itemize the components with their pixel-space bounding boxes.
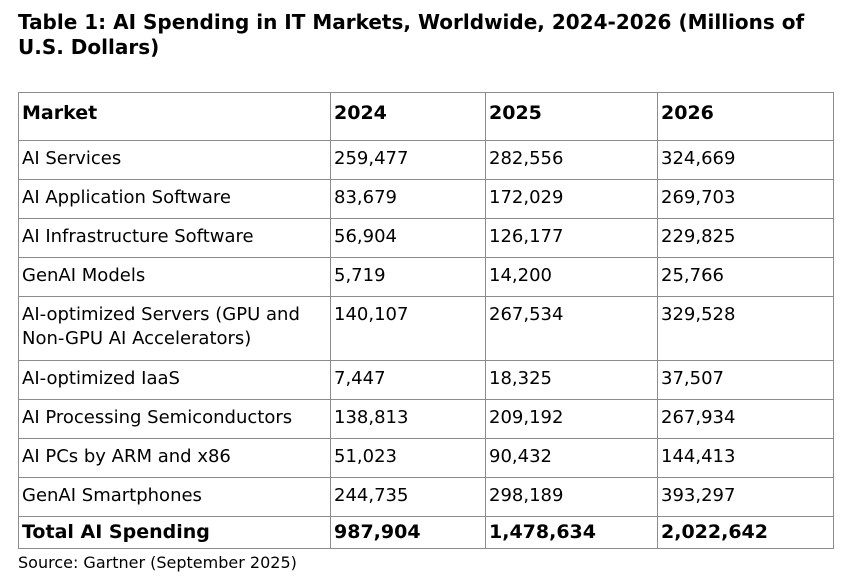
value-cell-2025: 267,534 xyxy=(485,296,658,361)
value-cell-2025: 282,556 xyxy=(485,140,658,180)
value-cell-2024: 7,447 xyxy=(330,360,486,400)
total-cell-2026: 2,022,642 xyxy=(657,516,834,549)
value-cell-2026: 25,766 xyxy=(657,257,834,297)
value-cell-2024: 56,904 xyxy=(330,218,486,258)
value-cell-2026: 269,703 xyxy=(657,179,834,219)
total-row: Total AI Spending 987,904 1,478,634 2,02… xyxy=(18,516,834,549)
market-cell: AI PCs by ARM and x86 xyxy=(18,438,331,478)
table-row: GenAI Smartphones 244,735 298,189 393,29… xyxy=(18,477,834,517)
source-note: Source: Gartner (September 2025) xyxy=(18,553,297,572)
total-cell-2025: 1,478,634 xyxy=(485,516,658,549)
table-row: GenAI Models 5,719 14,200 25,766 xyxy=(18,257,834,297)
value-cell-2025: 209,192 xyxy=(485,399,658,439)
market-cell: AI-optimized Servers (GPU and Non-GPU AI… xyxy=(18,296,331,361)
value-cell-2026: 37,507 xyxy=(657,360,834,400)
value-cell-2024: 83,679 xyxy=(330,179,486,219)
value-cell-2025: 172,029 xyxy=(485,179,658,219)
table-row: AI Processing Semiconductors 138,813 209… xyxy=(18,399,834,439)
market-cell: AI Services xyxy=(18,140,331,180)
value-cell-2024: 138,813 xyxy=(330,399,486,439)
value-cell-2025: 90,432 xyxy=(485,438,658,478)
table-title: Table 1: AI Spending in IT Markets, Worl… xyxy=(18,10,805,59)
header-cell-market: Market xyxy=(18,92,331,141)
value-cell-2026: 267,934 xyxy=(657,399,834,439)
total-label-cell: Total AI Spending xyxy=(18,516,331,549)
market-cell: GenAI Models xyxy=(18,257,331,297)
value-cell-2024: 140,107 xyxy=(330,296,486,361)
value-cell-2025: 18,325 xyxy=(485,360,658,400)
ai-spending-table: Market 2024 2025 2026 AI Services 259,47… xyxy=(18,92,834,549)
value-cell-2025: 298,189 xyxy=(485,477,658,517)
value-cell-2025: 14,200 xyxy=(485,257,658,297)
value-cell-2025: 126,177 xyxy=(485,218,658,258)
table-row: AI Infrastructure Software 56,904 126,17… xyxy=(18,218,834,258)
value-cell-2026: 329,528 xyxy=(657,296,834,361)
table-row: AI-optimized IaaS 7,447 18,325 37,507 xyxy=(18,360,834,400)
table-row: AI Application Software 83,679 172,029 2… xyxy=(18,179,834,219)
table-row: AI Services 259,477 282,556 324,669 xyxy=(18,140,834,180)
header-cell-2024: 2024 xyxy=(330,92,486,141)
market-cell: AI Application Software xyxy=(18,179,331,219)
value-cell-2024: 259,477 xyxy=(330,140,486,180)
market-cell: AI Infrastructure Software xyxy=(18,218,331,258)
total-cell-2024: 987,904 xyxy=(330,516,486,549)
header-cell-2025: 2025 xyxy=(485,92,658,141)
value-cell-2024: 244,735 xyxy=(330,477,486,517)
value-cell-2026: 393,297 xyxy=(657,477,834,517)
value-cell-2026: 229,825 xyxy=(657,218,834,258)
market-cell: GenAI Smartphones xyxy=(18,477,331,517)
table-row: AI PCs by ARM and x86 51,023 90,432 144,… xyxy=(18,438,834,478)
header-cell-2026: 2026 xyxy=(657,92,834,141)
table-header-row: Market 2024 2025 2026 xyxy=(18,92,834,141)
value-cell-2024: 51,023 xyxy=(330,438,486,478)
market-cell: AI-optimized IaaS xyxy=(18,360,331,400)
value-cell-2026: 324,669 xyxy=(657,140,834,180)
value-cell-2024: 5,719 xyxy=(330,257,486,297)
market-cell: AI Processing Semiconductors xyxy=(18,399,331,439)
value-cell-2026: 144,413 xyxy=(657,438,834,478)
table-row: AI-optimized Servers (GPU and Non-GPU AI… xyxy=(18,296,834,361)
